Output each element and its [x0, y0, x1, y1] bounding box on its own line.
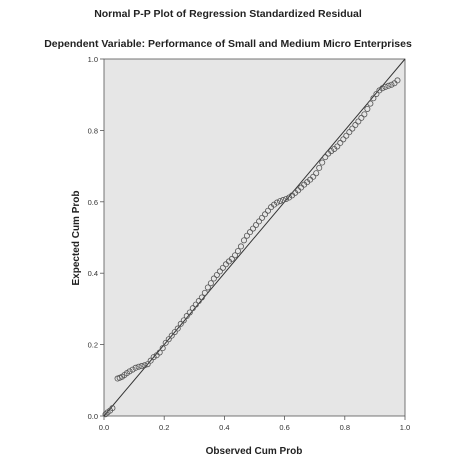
data-point — [346, 129, 353, 136]
data-point — [129, 366, 136, 373]
data-point — [177, 320, 184, 327]
data-point — [277, 198, 284, 205]
data-point — [249, 225, 256, 232]
data-point — [228, 255, 235, 262]
data-point — [361, 111, 368, 118]
y-tick-label: 0.0 — [88, 412, 98, 421]
data-point — [138, 363, 145, 370]
data-point — [174, 325, 181, 332]
data-point — [364, 105, 371, 112]
data-point — [373, 90, 380, 97]
data-point — [198, 294, 205, 301]
data-point — [156, 349, 163, 356]
data-point — [319, 159, 326, 166]
data-point — [237, 243, 244, 250]
x-tick-label: 0.6 — [279, 423, 289, 432]
data-point — [240, 237, 247, 244]
data-point — [141, 362, 148, 369]
data-point — [322, 154, 329, 161]
data-point — [216, 268, 223, 275]
chart-subtitle: Dependent Variable: Performance of Small… — [44, 38, 412, 50]
chart-title: Normal P-P Plot of Regression Standardiz… — [94, 8, 362, 20]
data-point — [367, 100, 374, 107]
data-point — [259, 214, 266, 221]
data-point — [168, 332, 175, 339]
x-tick-label: 0.0 — [99, 423, 109, 432]
data-point — [243, 232, 250, 239]
data-point — [231, 252, 238, 259]
data-point — [370, 95, 377, 102]
x-tick-label: 1.0 — [400, 423, 410, 432]
data-point — [385, 82, 392, 89]
data-point — [195, 298, 202, 305]
data-point — [234, 248, 241, 255]
data-point — [379, 85, 386, 92]
data-point — [355, 118, 362, 125]
data-point — [162, 339, 169, 346]
data-point — [352, 122, 359, 129]
data-point — [126, 368, 133, 375]
data-point — [337, 139, 344, 146]
data-point — [204, 284, 211, 291]
data-point — [201, 289, 208, 296]
y-tick-label: 1.0 — [88, 55, 98, 64]
data-point — [135, 363, 142, 370]
x-tick-label: 0.8 — [340, 423, 350, 432]
data-point — [147, 357, 154, 364]
data-point — [210, 275, 217, 282]
data-point — [165, 336, 172, 343]
data-point — [150, 354, 157, 361]
data-point — [192, 301, 199, 308]
data-point — [262, 211, 269, 218]
y-tick-label: 0.2 — [88, 341, 98, 350]
data-point — [219, 264, 226, 271]
data-point — [286, 194, 293, 201]
y-tick-label: 0.8 — [88, 126, 98, 135]
data-point — [207, 280, 214, 287]
data-point — [316, 164, 323, 171]
y-tick-label: 0.6 — [88, 198, 98, 207]
data-point — [186, 309, 193, 316]
data-point — [132, 364, 139, 371]
data-point — [388, 81, 395, 88]
data-point — [183, 313, 190, 320]
data-point — [376, 87, 383, 94]
data-point — [328, 148, 335, 155]
data-point — [343, 132, 350, 139]
data-point — [213, 271, 220, 278]
data-point — [382, 83, 389, 90]
x-axis-label: Observed Cum Prob — [206, 446, 303, 457]
y-tick-label: 0.4 — [88, 269, 98, 278]
data-point — [271, 201, 278, 208]
y-axis-label: Expected Cum Prob — [71, 190, 82, 285]
data-point — [256, 218, 263, 225]
data-point — [358, 114, 365, 121]
x-tick-label: 0.4 — [219, 423, 229, 432]
data-point — [189, 305, 196, 312]
data-point — [253, 222, 260, 229]
data-point — [334, 143, 341, 150]
data-point — [265, 207, 272, 214]
data-point — [274, 199, 281, 206]
data-point — [246, 229, 253, 236]
data-point — [180, 317, 187, 324]
data-point — [394, 77, 401, 84]
data-point — [144, 361, 151, 368]
data-point — [280, 197, 287, 204]
data-point — [310, 173, 317, 180]
x-tick-label: 0.2 — [159, 423, 169, 432]
data-point — [283, 195, 290, 202]
data-point — [171, 329, 178, 336]
data-point — [109, 405, 116, 412]
data-point — [159, 345, 166, 352]
data-point — [340, 136, 347, 143]
data-point — [349, 125, 356, 132]
data-point — [313, 170, 320, 177]
